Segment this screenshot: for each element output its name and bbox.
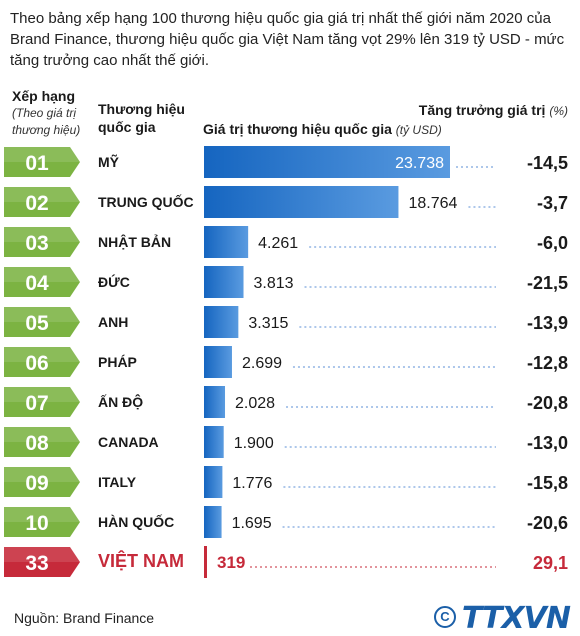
country-name: CANADA: [98, 434, 159, 450]
rank-header: Xếp hạng (Theo giá trị thương hiệu): [12, 88, 96, 138]
value-bar: [204, 466, 223, 498]
growth-header-title: Tăng trưởng giá trị: [418, 102, 546, 118]
value-bar: [204, 506, 222, 538]
source-note: Nguồn: Brand Finance: [14, 610, 155, 626]
country-name: TRUNG QUỐC: [98, 193, 194, 210]
rank-badge-shine: [4, 467, 80, 482]
rank-badge-shine: [4, 187, 80, 202]
growth-value: -15,8: [527, 473, 568, 493]
value-label: 3.315: [248, 315, 288, 332]
value-label: 4.261: [258, 235, 298, 252]
rank-badge-shine: [4, 307, 80, 322]
value-bar: [204, 426, 224, 458]
value-header: Giá trị thương hiệu quốc gia (tỷ USD): [203, 121, 442, 137]
value-bar: [204, 266, 244, 298]
growth-value: -12,8: [527, 353, 568, 373]
ttxvn-logo: C TTXVN: [433, 601, 571, 636]
rank-number: 08: [25, 432, 49, 455]
growth-value: -6,0: [537, 233, 568, 253]
rank-badge-shine: [4, 547, 80, 562]
rank-badge: [4, 347, 80, 377]
rank-header-title: Xếp hạng: [12, 88, 76, 104]
value-label: 1.695: [232, 515, 272, 532]
rank-number: 07: [25, 392, 48, 415]
rank-badge: [4, 547, 80, 577]
rank-badge: [4, 387, 80, 417]
rank-badge-shine: [4, 147, 80, 162]
value-bar: [204, 146, 450, 178]
value-label: 1.776: [232, 475, 272, 492]
country-name: PHÁP: [98, 354, 137, 370]
rank-badge-shine: [4, 267, 80, 282]
value-label: 18.764: [408, 195, 457, 212]
rank-badge: [4, 507, 80, 537]
country-name: VIỆT NAM: [98, 550, 184, 571]
rank-badge: [4, 147, 80, 177]
rank-badge-shine: [4, 507, 80, 522]
rank-number: 33: [25, 552, 48, 575]
rank-badge: [4, 267, 80, 297]
value-bar: [204, 186, 399, 218]
rank-number: 03: [25, 232, 48, 255]
rank-badge-shine: [4, 227, 80, 242]
growth-value: -3,7: [537, 193, 568, 213]
country-name: ĐỨC: [98, 273, 130, 290]
value-label: 3.813: [254, 275, 294, 292]
value-bar: [204, 346, 232, 378]
growth-header-unit: (%): [549, 104, 568, 118]
rank-header-subtitle: (Theo giá trị thương hiệu): [12, 106, 81, 137]
value-bar: [204, 226, 249, 258]
growth-value: -13,0: [527, 433, 568, 453]
copyright-icon: C: [433, 606, 456, 628]
rank-number: 05: [25, 312, 49, 335]
rank-number: 02: [25, 192, 48, 215]
growth-value: 29,1: [533, 553, 568, 573]
rank-badge-shine: [4, 387, 80, 402]
brand-header: Thương hiệu quốc gia: [98, 101, 185, 135]
rank-badge: [4, 227, 80, 257]
rank-number: 09: [25, 472, 48, 495]
growth-header: Tăng trưởng giá trị (%): [419, 100, 568, 121]
rank-badge-shine: [4, 347, 80, 362]
value-label: 319: [217, 553, 245, 572]
rank-number: 10: [25, 512, 48, 535]
value-header-title: Giá trị thương hiệu quốc gia: [203, 121, 392, 137]
rank-badge: [4, 427, 80, 457]
intro-text: Theo bảng xếp hạng 100 thương hiệu quốc …: [10, 10, 565, 69]
value-bar: [204, 546, 207, 578]
logo-wordmark: TTXVN: [461, 601, 571, 636]
value-bar: [204, 306, 239, 338]
country-name: HÀN QUỐC: [98, 513, 174, 530]
rank-number: 01: [25, 152, 49, 175]
rank-badge: [4, 467, 80, 497]
growth-value: -21,5: [527, 273, 568, 293]
growth-value: -13,9: [527, 313, 568, 333]
value-label: 23.738: [395, 155, 444, 172]
value-bar: [204, 386, 226, 418]
value-label: 1.900: [234, 435, 274, 452]
growth-value: -20,8: [527, 393, 568, 413]
rank-badge: [4, 187, 80, 217]
country-name: ANH: [98, 314, 128, 330]
value-label: 2.699: [242, 355, 282, 372]
growth-value: -14,5: [527, 153, 568, 173]
rank-badge: [4, 307, 80, 337]
country-name: MỸ: [98, 153, 120, 170]
rank-badge-shine: [4, 427, 80, 442]
country-name: NHẬT BẢN: [98, 233, 171, 250]
country-name: ITALY: [98, 474, 137, 490]
growth-value: -20,6: [527, 513, 568, 533]
country-name: ẤN ĐỘ: [98, 393, 143, 410]
rank-number: 06: [25, 352, 48, 375]
value-header-unit: (tỷ USD): [395, 123, 442, 137]
value-label: 2.028: [235, 395, 275, 412]
rank-number: 04: [25, 272, 49, 295]
